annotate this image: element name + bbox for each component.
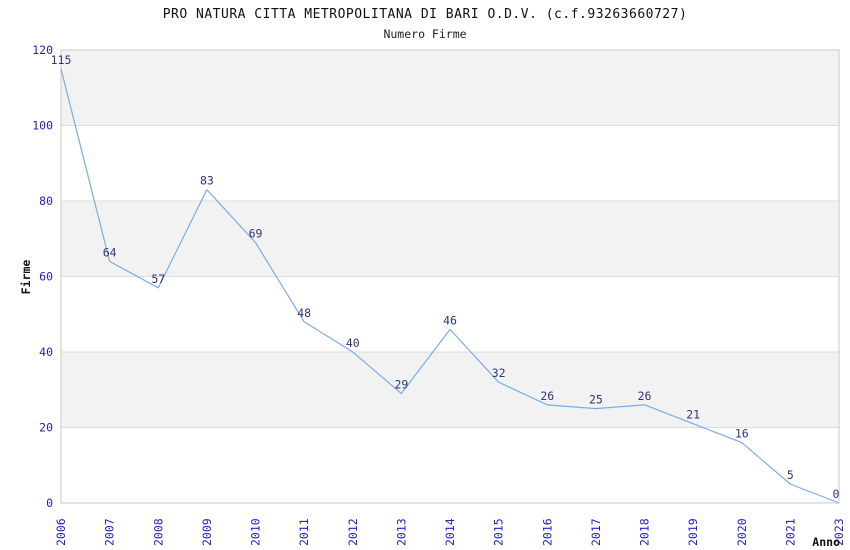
grid-band xyxy=(61,50,839,126)
data-label: 46 xyxy=(443,313,457,327)
x-tick-label: 2019 xyxy=(686,518,700,546)
x-tick-label: 2021 xyxy=(783,518,797,546)
x-tick-label: 2014 xyxy=(443,518,457,546)
data-label: 16 xyxy=(735,427,749,441)
data-line xyxy=(60,68,840,504)
y-tick-label: 60 xyxy=(39,270,53,284)
data-label: 26 xyxy=(638,389,652,403)
x-axis-title: Anno xyxy=(812,535,840,549)
data-label: 21 xyxy=(686,408,700,422)
data-label: 29 xyxy=(394,378,408,392)
x-tick-label: 2020 xyxy=(735,518,749,546)
data-label: 83 xyxy=(200,174,214,188)
x-tick-label: 2008 xyxy=(151,518,165,546)
y-tick-label: 80 xyxy=(39,194,53,208)
data-label: 64 xyxy=(103,245,117,259)
data-label: 25 xyxy=(589,393,603,407)
x-tick-label: 2009 xyxy=(200,518,214,546)
x-tick-label: 2007 xyxy=(103,518,117,546)
grid-band xyxy=(61,201,839,277)
x-tick-label: 2006 xyxy=(54,518,68,546)
y-tick-label: 40 xyxy=(39,345,53,359)
data-label: 0 xyxy=(833,487,840,501)
chart-subtitle: Numero Firme xyxy=(383,27,467,41)
data-label: 32 xyxy=(492,366,506,380)
data-label: 69 xyxy=(249,227,263,241)
y-tick-label: 20 xyxy=(39,421,53,435)
data-label: 57 xyxy=(151,272,165,286)
data-label: 26 xyxy=(540,389,554,403)
chart-title: PRO NATURA CITTA METROPOLITANA DI BARI O… xyxy=(162,7,688,22)
x-tick-label: 2016 xyxy=(540,518,554,546)
x-tick-label: 2017 xyxy=(589,518,603,546)
y-tick-label: 120 xyxy=(32,43,53,57)
grid-band xyxy=(61,352,839,428)
data-label: 48 xyxy=(297,306,311,320)
x-tick-label: 2011 xyxy=(297,518,311,546)
y-tick-label: 0 xyxy=(46,496,53,510)
x-tick-label: 2013 xyxy=(394,518,408,546)
x-tick-label: 2010 xyxy=(249,518,263,546)
y-tick-label: 100 xyxy=(32,119,53,133)
x-tick-label: 2018 xyxy=(638,518,652,546)
y-axis-title: Firme xyxy=(19,260,33,295)
data-label: 115 xyxy=(51,53,72,67)
plot-border xyxy=(60,49,840,504)
x-tick-label: 2015 xyxy=(492,518,506,546)
data-label: 5 xyxy=(787,468,794,482)
data-label: 40 xyxy=(346,336,360,350)
x-tick-label: 2023 xyxy=(832,518,846,546)
x-tick-label: 2012 xyxy=(346,518,360,546)
